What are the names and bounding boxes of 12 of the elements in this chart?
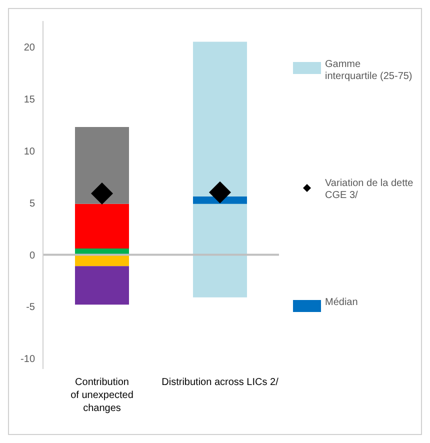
legend-label: Gamme interquartile (25-75) — [325, 59, 414, 83]
x-tick-label: Distribution across LICs 2/ — [162, 377, 279, 388]
legend-label: Médian — [325, 297, 359, 309]
x-tick-label: Contribution of unexpected changes — [70, 377, 134, 414]
y-tick-label: 10 — [24, 146, 36, 158]
legend-label: Variation de la dette CGE 3/ — [325, 178, 414, 202]
y-tick-label: 15 — [24, 94, 36, 106]
y-tick-label: -5 — [26, 302, 36, 314]
y-tick-label: 20 — [24, 42, 36, 54]
y-tick-label: 5 — [29, 198, 36, 210]
y-tick-label: 0 — [29, 250, 36, 262]
y-tick-label: -10 — [20, 354, 36, 366]
